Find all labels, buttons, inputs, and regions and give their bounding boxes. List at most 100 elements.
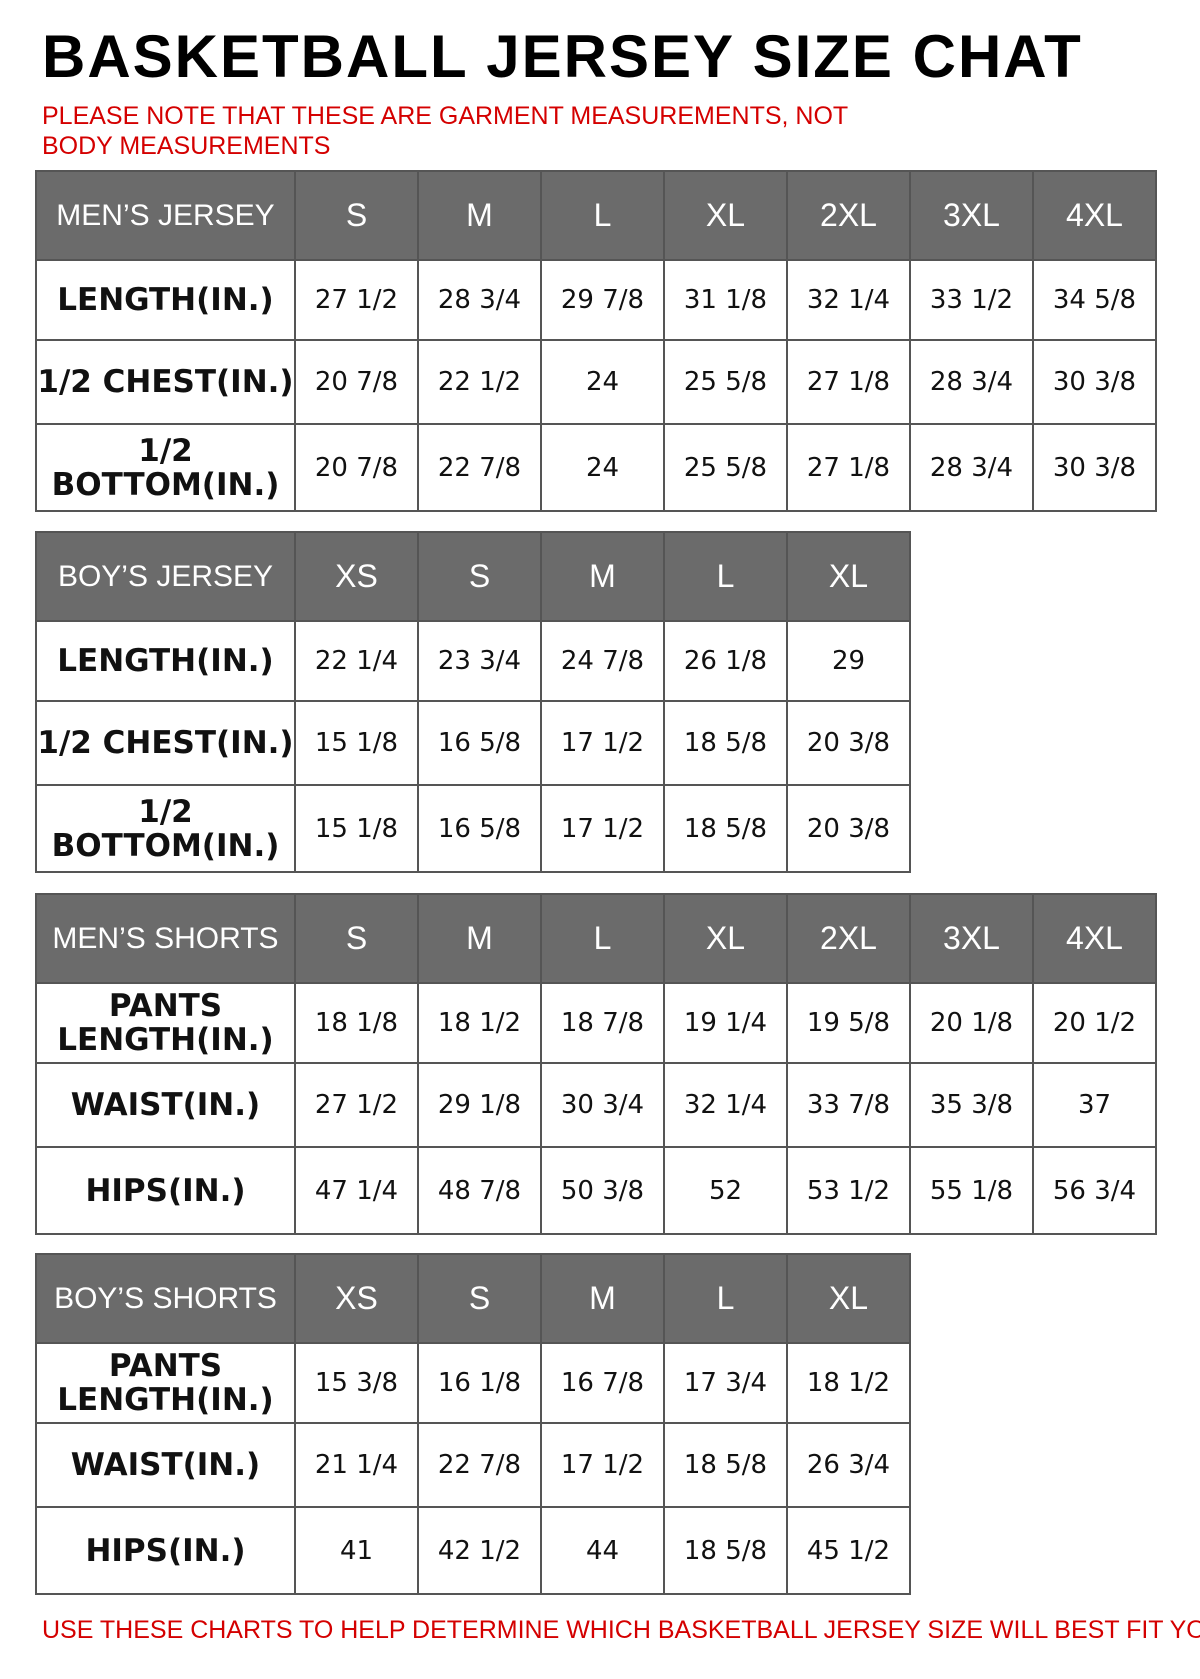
size-table: BOY’S JERSEY XS S M L XL LENGTH(IN.) 22 1/4 23 3…	[35, 531, 911, 873]
measure-value: 24	[540, 423, 665, 512]
table-title: BOY’S SHORTS	[35, 1253, 296, 1344]
size-heading: L	[663, 531, 788, 622]
measure-value: 22 7/8	[417, 423, 542, 512]
size-heading: S	[294, 170, 419, 261]
size-table: MEN’S JERSEY S M L XL 2XL 3XL 4XL LENGTH(IN.) 27 …	[35, 170, 1157, 512]
table-title: BOY’S JERSEY	[35, 531, 296, 622]
measure-row: LENGTH(IN.) 22 1/4 23 3/4 24 7/8 26 1/8 29	[35, 620, 911, 702]
measure-row: LENGTH(IN.) 27 1/2 28 3/4 29 7/8 31 1/8 32 1/…	[35, 259, 1157, 341]
measure-value: 24	[540, 339, 665, 425]
measure-value: 22 7/8	[417, 1422, 542, 1508]
row-label: HIPS(IN.)	[35, 1506, 296, 1595]
row-label: 1/2 BOTTOM(IN.)	[35, 423, 296, 512]
note: PLEASE NOTE THAT THESE ARE GARMENT MEASU…	[42, 102, 848, 160]
size-heading: L	[540, 893, 665, 984]
header-row: MEN’S SHORTS S M L XL 2XL 3XL 4XL	[35, 893, 1157, 984]
measure-value: 23 3/4	[417, 620, 542, 702]
measure-row: HIPS(IN.) 47 1/4 48 7/8 50 3/8 52 53 1/2 55 1/…	[35, 1146, 1157, 1235]
measure-value: 19 5/8	[786, 982, 911, 1064]
measure-value: 20 1/8	[909, 982, 1034, 1064]
header-row: BOY’S JERSEY XS S M L XL	[35, 531, 911, 622]
measure-value: 41	[294, 1506, 419, 1595]
measure-value: 16 5/8	[417, 784, 542, 873]
size-heading: M	[540, 531, 665, 622]
measure-value: 17 1/2	[540, 700, 665, 786]
size-heading: 4XL	[1032, 170, 1157, 261]
measure-value: 30 3/4	[540, 1062, 665, 1148]
size-heading: 2XL	[786, 170, 911, 261]
table-title: MEN’S SHORTS	[35, 893, 296, 984]
measure-value: 20 7/8	[294, 339, 419, 425]
row-label: WAIST(IN.)	[35, 1062, 296, 1148]
row-label: 1/2 BOTTOM(IN.)	[35, 784, 296, 873]
measure-value: 33 7/8	[786, 1062, 911, 1148]
measure-value: 16 5/8	[417, 700, 542, 786]
measure-value: 20 3/8	[786, 784, 911, 873]
measure-row: 1/2 BOTTOM(IN.) 15 1/8 16 5/8 17 1/2 18 5/8 2…	[35, 784, 911, 873]
measure-value: 16 7/8	[540, 1342, 665, 1424]
measure-value: 32 1/4	[786, 259, 911, 341]
measure-value: 34 5/8	[1032, 259, 1157, 341]
size-heading: M	[417, 893, 542, 984]
measure-value: 18 5/8	[663, 784, 788, 873]
table-title: MEN’S JERSEY	[35, 170, 296, 261]
measure-value: 18 5/8	[663, 1422, 788, 1508]
size-heading: XL	[663, 170, 788, 261]
size-heading: S	[417, 1253, 542, 1344]
size-heading: L	[663, 1253, 788, 1344]
measure-row: 1/2 CHEST(IN.) 15 1/8 16 5/8 17 1/2 18 5/8 20…	[35, 700, 911, 786]
measure-value: 18 1/2	[417, 982, 542, 1064]
row-label: WAIST(IN.)	[35, 1422, 296, 1508]
size-heading: XL	[663, 893, 788, 984]
measure-value: 48 7/8	[417, 1146, 542, 1235]
row-label: LENGTH(IN.)	[35, 259, 296, 341]
size-heading: M	[540, 1253, 665, 1344]
measure-value: 29 1/8	[417, 1062, 542, 1148]
measure-row: 1/2 CHEST(IN.) 20 7/8 22 1/2 24 25 5/8 27 1/8…	[35, 339, 1157, 425]
measure-value: 18 1/8	[294, 982, 419, 1064]
measure-value: 17 1/2	[540, 784, 665, 873]
size-heading: 2XL	[786, 893, 911, 984]
measure-value: 42 1/2	[417, 1506, 542, 1595]
measure-value: 17 3/4	[663, 1342, 788, 1424]
size-heading: XS	[294, 531, 419, 622]
title: BASKETBALL JERSEY SIZE CHAT	[42, 23, 1083, 90]
measure-value: 28 3/4	[417, 259, 542, 341]
measure-value: 22 1/2	[417, 339, 542, 425]
measure-value: 18 5/8	[663, 700, 788, 786]
measure-value: 30 3/8	[1032, 423, 1157, 512]
measure-value: 52	[663, 1146, 788, 1235]
measure-value: 28 3/4	[909, 339, 1034, 425]
size-heading: XS	[294, 1253, 419, 1344]
measure-value: 55 1/8	[909, 1146, 1034, 1235]
measure-value: 28 3/4	[909, 423, 1034, 512]
measure-value: 20 7/8	[294, 423, 419, 512]
header-row: MEN’S JERSEY S M L XL 2XL 3XL 4XL	[35, 170, 1157, 261]
measure-value: 37	[1032, 1062, 1157, 1148]
measure-value: 16 1/8	[417, 1342, 542, 1424]
measure-row: HIPS(IN.) 41 42 1/2 44 18 5/8 45 1/2	[35, 1506, 911, 1595]
measure-value: 56 3/4	[1032, 1146, 1157, 1235]
measure-value: 15 1/8	[294, 700, 419, 786]
measure-value: 31 1/8	[663, 259, 788, 341]
row-label: 1/2 CHEST(IN.)	[35, 339, 296, 425]
measure-value: 45 1/2	[786, 1506, 911, 1595]
measure-value: 53 1/2	[786, 1146, 911, 1235]
measure-value: 29 7/8	[540, 259, 665, 341]
measure-value: 33 1/2	[909, 259, 1034, 341]
size-heading: 4XL	[1032, 893, 1157, 984]
size-heading: S	[294, 893, 419, 984]
size-table: BOY’S SHORTS XS S M L XL PANTS LENGTH(IN.) 15 3…	[35, 1253, 911, 1595]
measure-value: 32 1/4	[663, 1062, 788, 1148]
measure-value: 15 3/8	[294, 1342, 419, 1424]
row-label: HIPS(IN.)	[35, 1146, 296, 1235]
measure-value: 20 3/8	[786, 700, 911, 786]
measure-value: 26 3/4	[786, 1422, 911, 1508]
footer: USE THESE CHARTS TO HELP DETERMINE WHICH…	[42, 1616, 1200, 1644]
size-heading: 3XL	[909, 170, 1034, 261]
measure-value: 20 1/2	[1032, 982, 1157, 1064]
measure-value: 24 7/8	[540, 620, 665, 702]
measure-row: 1/2 BOTTOM(IN.) 20 7/8 22 7/8 24 25 5/8 27 1/…	[35, 423, 1157, 512]
measure-value: 44	[540, 1506, 665, 1595]
